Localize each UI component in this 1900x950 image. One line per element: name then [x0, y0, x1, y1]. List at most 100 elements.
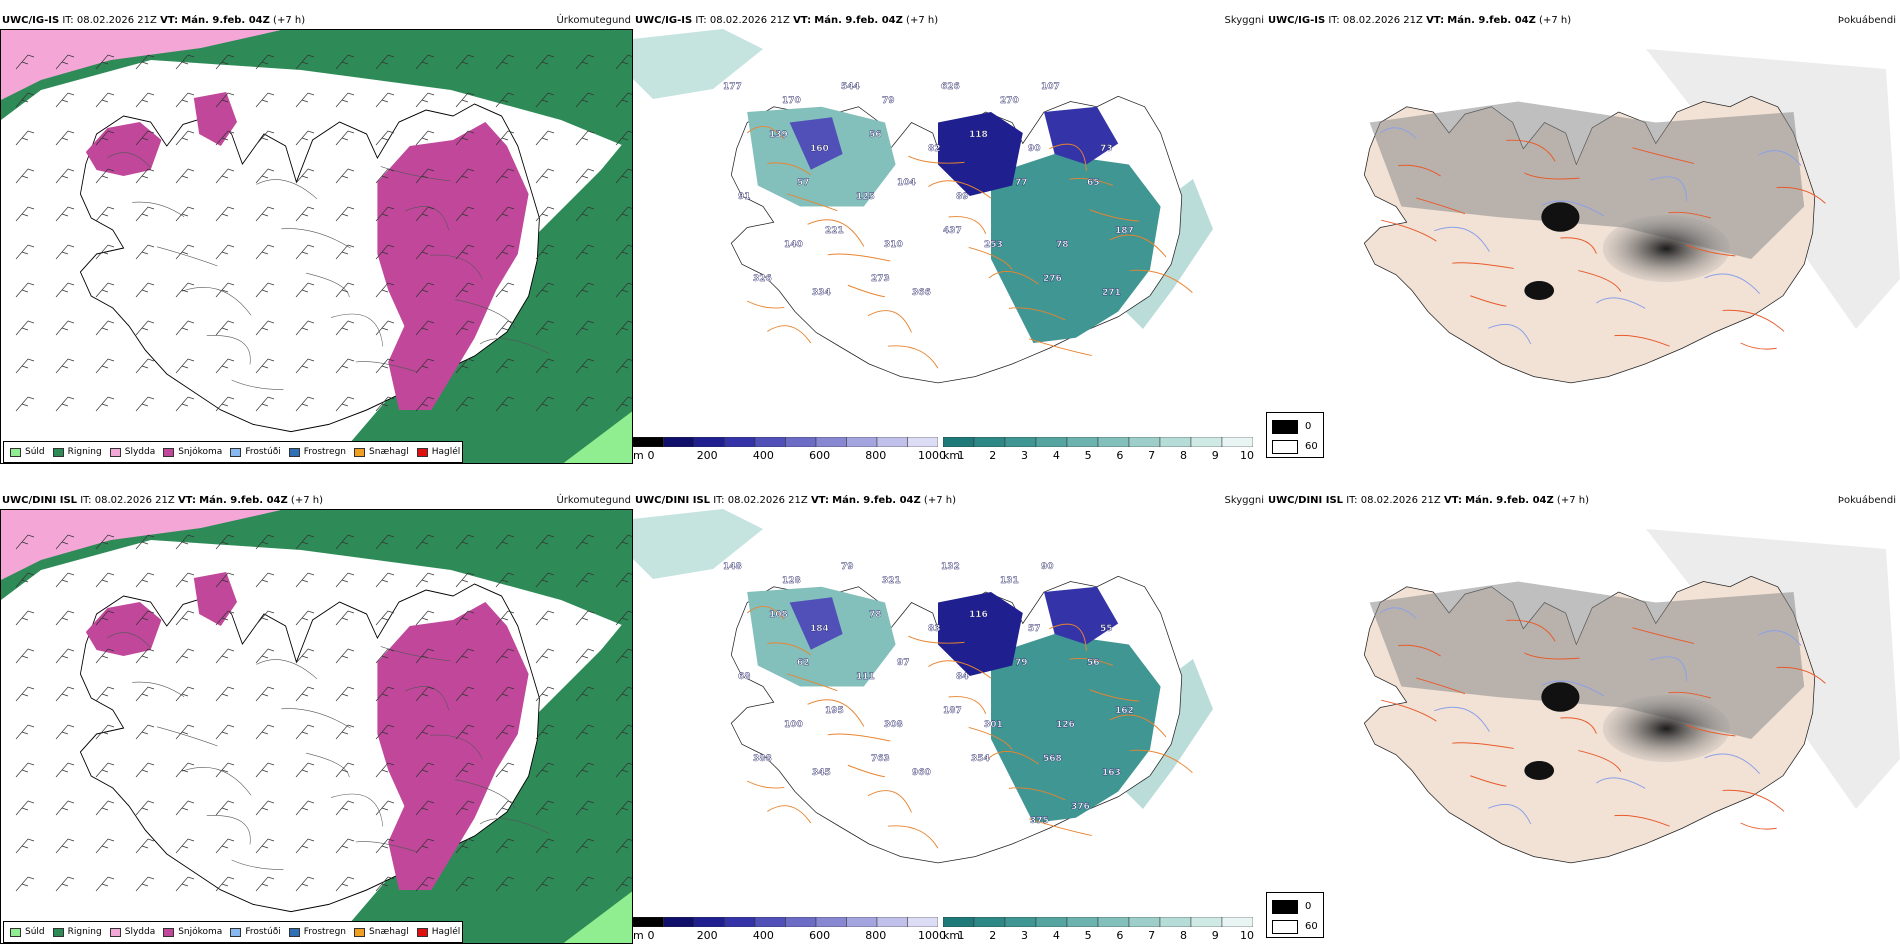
wind-barb: [255, 800, 275, 816]
road-line: [1381, 219, 1437, 242]
visibility-value: 91: [738, 192, 751, 202]
colorbar-tick: 600: [809, 929, 831, 942]
wind-barb: [495, 206, 515, 222]
wind-barb: [415, 686, 435, 702]
road-line: [1704, 753, 1761, 774]
colorbar-tick: 0: [647, 929, 655, 942]
colorbar-tick: 1000: [918, 449, 946, 462]
wind-barb: [215, 800, 235, 816]
wind-barb: [615, 92, 632, 108]
wind-barb: [455, 320, 475, 336]
wind-barb: [455, 92, 475, 108]
road-line: [787, 673, 838, 692]
wind-barb: [295, 610, 315, 626]
road-line: [1129, 749, 1193, 773]
wind-barb: [615, 648, 632, 664]
wind-barb: [175, 724, 195, 740]
colorbar-tick: 8: [1179, 929, 1187, 942]
fog-map: [1266, 509, 1900, 909]
colorbar-tick: 6: [1116, 929, 1124, 942]
wind-barb: [255, 54, 275, 70]
road-line: [1740, 342, 1777, 350]
colorbar-tick: 4: [1052, 929, 1060, 942]
wind-barb: [535, 762, 555, 778]
road-line: [479, 818, 550, 834]
legend-label: Snæhagl: [369, 447, 409, 457]
panel-header: UWC/IG-IS IT: 08.02.2026 21Z VT: Mán. 9.…: [635, 14, 938, 28]
wind-barb: [615, 54, 632, 70]
wind-barb: [95, 92, 115, 108]
wind-barb: [335, 168, 355, 184]
wind-barb: [455, 686, 475, 702]
it-label: IT:: [62, 15, 74, 26]
wind-barb: [535, 168, 555, 184]
colorbar-segment: [1097, 917, 1130, 927]
wind-barb: [255, 762, 275, 778]
wind-barb: [455, 396, 475, 412]
road-line: [968, 726, 1013, 750]
colorbar-segment: [693, 917, 725, 927]
wind-barb: [175, 206, 195, 222]
legend-swatch: [52, 447, 64, 457]
visibility-value: 148: [723, 562, 742, 572]
colorbar-segment: [663, 437, 695, 447]
wind-barb: [375, 54, 395, 70]
colorbar-segment: [973, 437, 1006, 447]
road-line: [928, 180, 992, 199]
colorbar-tick: 0: [647, 449, 655, 462]
legend-swatch: [52, 927, 64, 937]
row1-fog-panel: UWC/IG-IS IT: 08.02.2026 21Z VT: Mán. 9.…: [1266, 14, 1900, 464]
wind-barb: [575, 244, 595, 260]
visibility-value: 118: [969, 130, 988, 140]
wind-barb: [15, 724, 35, 740]
visibility-value: 376: [1071, 802, 1090, 812]
wind-barb: [295, 800, 315, 816]
wind-barb: [95, 838, 115, 854]
colorbar-tick: 5: [1084, 449, 1092, 462]
wind-barb: [575, 92, 595, 108]
wind-barb: [535, 838, 555, 854]
fog-index-core: [1524, 281, 1555, 300]
road-line: [1524, 652, 1580, 660]
colorbar-segment: [1221, 917, 1253, 927]
wind-barb: [175, 762, 195, 778]
mountain-area: [938, 592, 1023, 676]
legend-label: Súld: [25, 927, 45, 937]
legend-swatch: [354, 447, 366, 457]
road-line: [908, 635, 965, 644]
panel-header: UWC/DINI ISL IT: 08.02.2026 21Z VT: Mán.…: [2, 494, 323, 508]
low-visibility-area: [633, 29, 763, 99]
visibility-value: 544: [841, 82, 860, 92]
wind-barb: [575, 54, 595, 70]
wind-barb: [575, 648, 595, 664]
legend-item: Snjókoma: [163, 447, 222, 457]
road-line: [1686, 724, 1736, 737]
road-line: [256, 179, 318, 200]
colorbar-tick: 9: [1211, 929, 1219, 942]
row2-visibility-panel: UWC/DINI ISL IT: 08.02.2026 21Z VT: Mán.…: [633, 494, 1266, 944]
wind-barb: [135, 320, 155, 336]
visibility-value: 184: [810, 624, 829, 634]
legend-item: Frostregn: [288, 927, 346, 937]
visibility-value: 84: [956, 672, 969, 682]
road-line: [767, 642, 812, 656]
wind-barb: [15, 610, 35, 626]
wind-barb: [455, 610, 475, 626]
wind-barb: [615, 320, 632, 336]
visibility-value: 78: [1056, 240, 1069, 250]
wind-barb: [535, 54, 555, 70]
road-line: [1596, 297, 1646, 309]
wind-barb: [55, 130, 75, 146]
wind-barb: [55, 396, 75, 412]
wind-barb: [375, 396, 395, 412]
wind-barb: [575, 610, 595, 626]
model-name: UWC/DINI ISL: [635, 495, 711, 506]
visibility-value: 170: [782, 96, 801, 106]
wind-barb: [455, 572, 475, 588]
height-unit: m: [633, 449, 644, 462]
wind-barb: [135, 244, 155, 260]
snow-area-east: [377, 122, 529, 410]
colorbar-tick: 200: [696, 449, 718, 462]
colorbar-segment: [785, 917, 817, 927]
road-line: [1704, 273, 1761, 294]
